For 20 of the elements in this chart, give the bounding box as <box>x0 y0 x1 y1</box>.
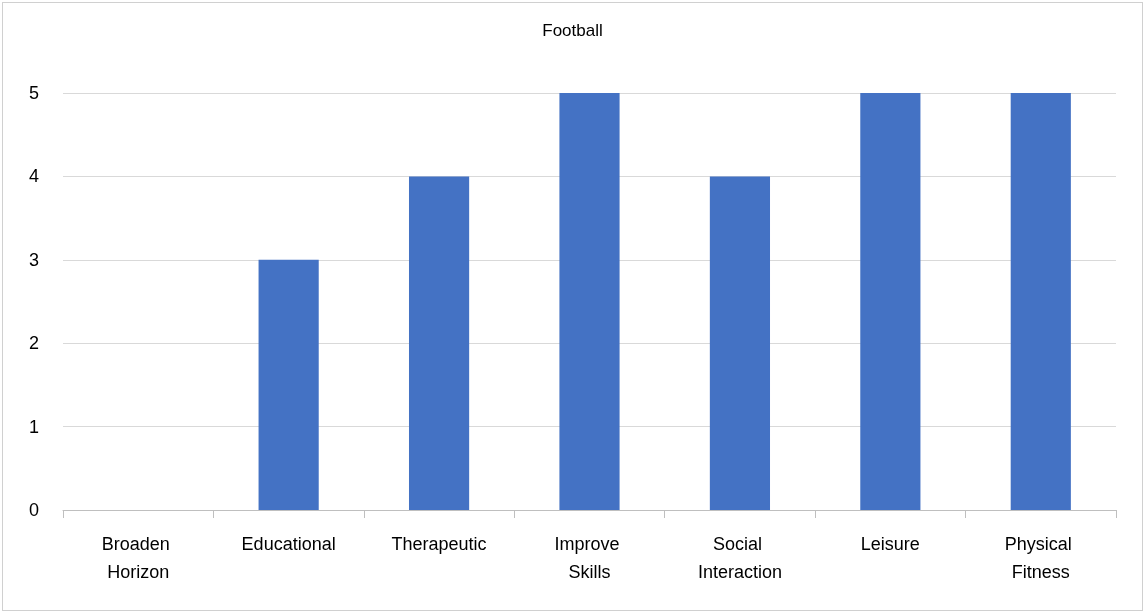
x-tick-label: Improve Skills <box>554 534 625 582</box>
x-tick-label: Educational <box>241 534 336 554</box>
chart-title: Football <box>542 21 603 40</box>
x-tick-label: Social Interaction <box>697 534 782 582</box>
x-tick-label: Broaden Horizon <box>101 534 175 582</box>
y-tick-label: 2 <box>28 333 39 354</box>
bar <box>408 176 470 510</box>
bar <box>709 176 771 510</box>
x-tick-label: Therapeutic <box>391 534 487 554</box>
y-tick-label: 1 <box>28 416 39 437</box>
y-tick-label: 5 <box>28 83 39 103</box>
y-tick-label: 3 <box>28 249 39 270</box>
y-tick-label: 0 <box>28 500 39 520</box>
x-tick-label: Leisure <box>860 534 920 554</box>
bar <box>258 259 319 510</box>
bar <box>860 93 921 510</box>
x-tick-label: Physical Fitness <box>1004 534 1077 582</box>
y-tick-label: 4 <box>28 166 39 187</box>
bar <box>1010 93 1071 510</box>
bar <box>559 93 620 510</box>
